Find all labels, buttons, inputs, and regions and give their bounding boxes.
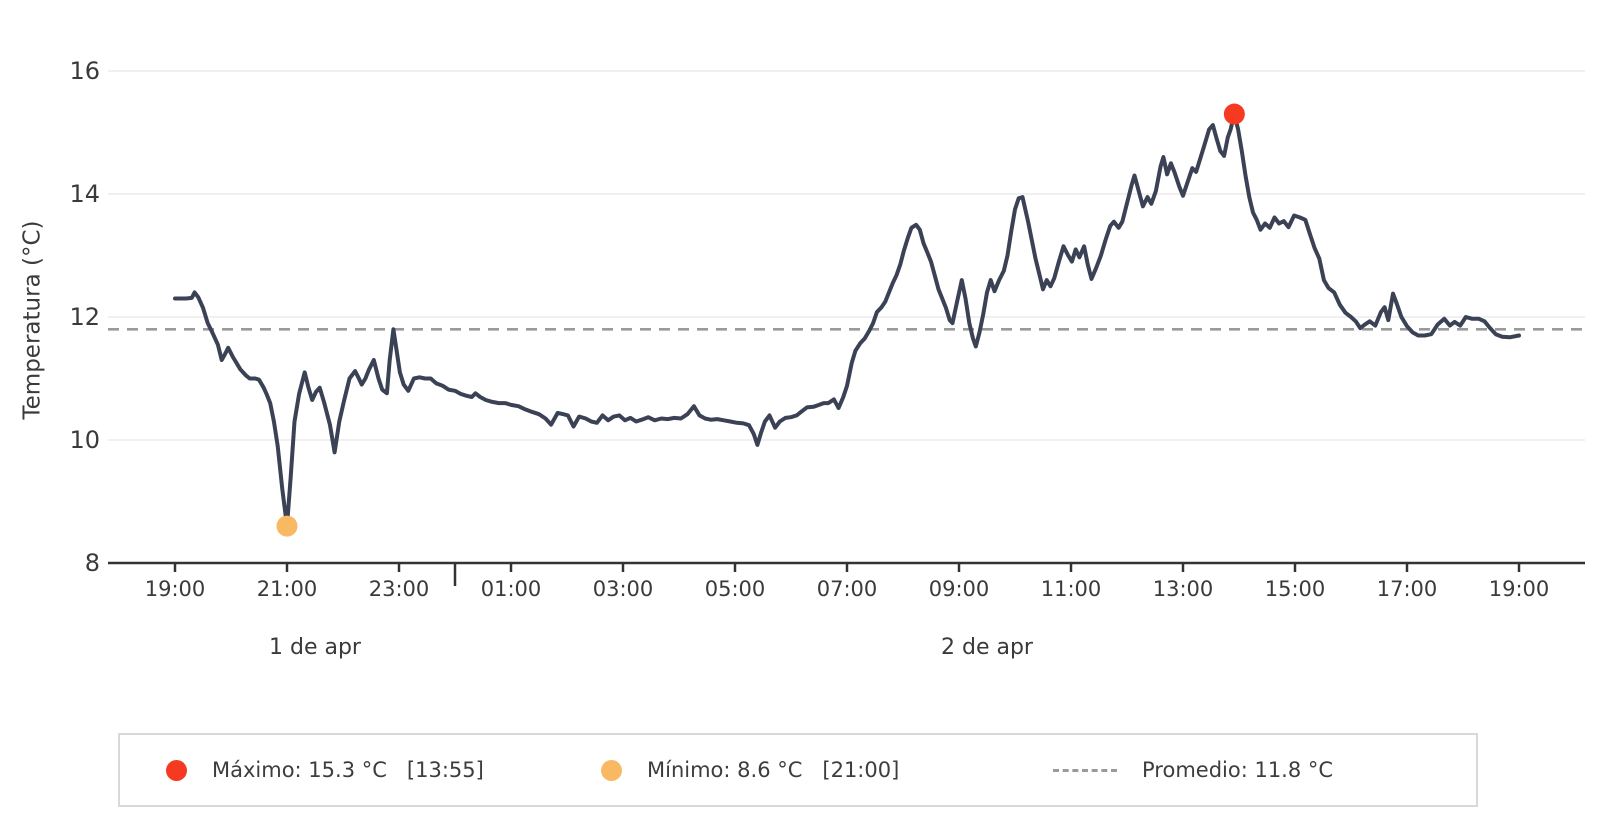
x-tick-label-2: 23:00	[369, 577, 430, 601]
x-tick-label-6: 07:00	[817, 577, 878, 601]
x-tick-label-4: 03:00	[593, 577, 654, 601]
x-tick-label-11: 17:00	[1377, 577, 1438, 601]
chart-legend: Máximo: 15.3 °C [13:55] Mínimo: 8.6 °C […	[118, 733, 1478, 807]
x-tick-label-12: 19:00	[1489, 577, 1550, 601]
legend-minimo-time: [21:00]	[822, 758, 900, 782]
y-tick-label-10: 10	[69, 426, 100, 454]
day-label-2: 2 de apr	[941, 635, 1034, 660]
x-tick-label-3: 01:00	[481, 577, 542, 601]
legend-maximo-time: [13:55]	[406, 758, 484, 782]
legend-minimo-label: Mínimo: 8.6 °C	[647, 758, 803, 782]
day-label-1: 1 de apr	[269, 635, 362, 660]
legend-item-maximo[interactable]: Máximo: 15.3 °C [13:55]	[166, 735, 484, 805]
x-tick-label-0: 19:00	[145, 577, 206, 601]
x-tick-label-7: 09:00	[929, 577, 990, 601]
x-tick-label-1: 21:00	[257, 577, 318, 601]
x-tick-label-9: 13:00	[1153, 577, 1214, 601]
x-tick-label-5: 05:00	[705, 577, 766, 601]
y-tick-label-16: 16	[69, 57, 100, 85]
y-tick-label-8: 8	[85, 549, 100, 577]
temperature-line	[173, 112, 1521, 529]
x-tick-label-10: 15:00	[1265, 577, 1326, 601]
min-point-marker	[276, 515, 298, 537]
x-tick-label-8: 11:00	[1041, 577, 1102, 601]
average-dash-icon	[1053, 768, 1117, 772]
y-axis-title: Temperatura (°C)	[14, 140, 50, 500]
min-point-icon	[601, 759, 622, 781]
y-tick-label-12: 12	[69, 303, 100, 331]
max-point-marker	[1223, 103, 1245, 125]
legend-promedio-label: Promedio: 11.8 °C	[1142, 758, 1334, 782]
legend-item-promedio[interactable]: Promedio: 11.8 °C	[1053, 735, 1333, 805]
max-point-icon	[166, 759, 187, 781]
y-axis-title-text: Temperatura (°C)	[19, 220, 45, 420]
legend-maximo-label: Máximo: 15.3 °C	[212, 758, 387, 782]
legend-item-minimo[interactable]: Mínimo: 8.6 °C [21:00]	[601, 735, 899, 805]
y-tick-label-14: 14	[69, 180, 100, 208]
